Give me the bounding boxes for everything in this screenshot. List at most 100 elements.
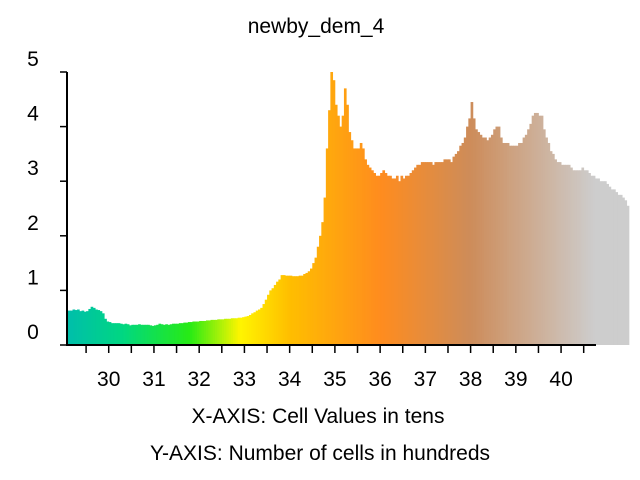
y-tick-label: 2	[27, 212, 39, 235]
histogram-bar	[511, 145, 514, 345]
histogram-bar	[212, 319, 216, 345]
histogram-bar	[362, 148, 365, 345]
x-tick-label: 36	[368, 368, 391, 391]
histogram-bar	[217, 319, 220, 345]
histogram-bar	[278, 279, 282, 345]
histogram-bar	[425, 162, 429, 345]
chart-title: newby_dem_4	[248, 15, 385, 38]
histogram-bar	[558, 162, 562, 345]
histogram-bar	[294, 276, 297, 345]
x-tick-label: 37	[414, 368, 437, 391]
histogram-bar	[156, 324, 159, 345]
histogram-bar	[520, 142, 524, 345]
histogram-bar	[289, 275, 293, 345]
histogram-bar	[613, 189, 616, 345]
histogram-bar	[461, 142, 465, 345]
histogram-bar	[101, 313, 105, 345]
histogram-bar	[215, 319, 218, 345]
histogram-bar	[332, 80, 336, 345]
histogram-bar	[291, 276, 295, 345]
histogram-bar	[395, 175, 399, 345]
histogram-bar	[468, 118, 471, 345]
histogram-bar	[475, 129, 478, 345]
histogram-bar	[527, 129, 530, 345]
histogram-bar	[99, 311, 103, 345]
histogram-bar	[74, 310, 78, 345]
histogram-bar	[402, 178, 406, 345]
histogram-bar	[138, 324, 141, 345]
histogram-bar	[432, 164, 435, 345]
y-ticks-group: 0 1 2 3 4 5	[27, 48, 67, 346]
histogram-bar	[144, 324, 148, 345]
histogram-bar	[350, 140, 354, 345]
histogram-bar	[199, 320, 202, 345]
histogram-bar	[280, 275, 284, 345]
histogram-bar	[276, 281, 279, 345]
histogram-bar	[443, 159, 447, 345]
histogram-bar	[574, 170, 578, 345]
histogram-bar	[149, 325, 153, 345]
histogram-bar	[502, 142, 505, 345]
histogram-bar	[441, 162, 444, 345]
histogram-bar	[260, 307, 263, 345]
histogram-bar	[172, 323, 175, 345]
histogram-bar	[524, 134, 528, 345]
histogram-bar	[565, 164, 569, 345]
histogram-bar	[538, 115, 542, 346]
histogram-bar	[142, 324, 146, 345]
histogram-bar	[160, 324, 164, 345]
histogram-bar	[488, 137, 492, 345]
histogram-bar	[484, 137, 487, 345]
histogram-bar	[208, 320, 211, 345]
histogram-bar	[97, 310, 101, 345]
histogram-bar	[457, 151, 460, 345]
histogram-bar	[459, 145, 462, 345]
histogram-bar	[556, 162, 560, 345]
histogram-bar	[377, 175, 381, 345]
histogram-bar	[68, 310, 71, 345]
histogram-bar	[540, 115, 544, 346]
histogram-bar	[339, 126, 343, 345]
histogram-bar	[531, 115, 535, 346]
histogram-bar	[366, 164, 370, 345]
histogram-bar	[420, 162, 424, 345]
histogram-bar	[242, 317, 245, 345]
histogram-bar	[409, 173, 413, 345]
histogram-bar	[226, 318, 229, 345]
histogram-bar	[615, 192, 619, 345]
histogram-bar	[334, 104, 338, 345]
histogram-bar	[196, 321, 200, 345]
histogram-bar	[321, 222, 324, 345]
histogram-bar	[110, 323, 114, 345]
histogram-bar	[549, 151, 553, 345]
histogram-bar	[273, 284, 277, 345]
x-tick-label: 31	[142, 368, 165, 391]
histogram-bar	[601, 181, 605, 345]
histogram-bar	[151, 325, 155, 345]
histogram-bar	[181, 323, 184, 345]
histogram-bar	[194, 321, 198, 345]
histogram-bar	[269, 290, 272, 345]
histogram-bar	[581, 167, 585, 345]
histogram-bar	[135, 324, 139, 345]
histogram-bar	[570, 167, 573, 345]
histogram-bar	[382, 170, 386, 345]
histogram-bar	[79, 311, 82, 345]
histogram-bar	[83, 311, 87, 345]
histogram-bar	[92, 307, 96, 345]
x-tick-label: 33	[233, 368, 256, 391]
histogram-bar	[237, 317, 241, 345]
histogram-bar	[626, 205, 630, 345]
histogram-bar	[567, 164, 571, 345]
histogram-bar	[380, 173, 383, 345]
histogram-bar	[104, 318, 107, 345]
histogram-bar	[493, 129, 496, 345]
histogram-bar	[122, 324, 125, 345]
x-tick-label: 34	[278, 368, 302, 391]
x-axis-label: X-AXIS: Cell Values in tens	[192, 405, 445, 428]
histogram-bar	[610, 189, 614, 345]
histogram-bar	[466, 126, 469, 345]
histogram-bar	[178, 323, 182, 345]
histogram-bar	[375, 175, 379, 345]
